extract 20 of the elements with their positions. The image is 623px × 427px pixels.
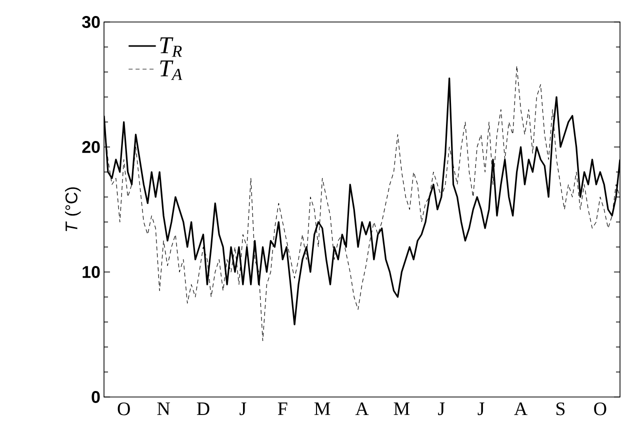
x-tick-label: N <box>157 402 170 415</box>
x-tick-label: A <box>514 402 528 416</box>
y-tick-label: 0 <box>92 391 100 403</box>
legend-label: T$_{R}$ <box>160 37 182 57</box>
y-tick-label: 10 <box>82 266 100 278</box>
y-tick-label: 20 <box>82 141 100 153</box>
x-tick-label: M <box>394 402 410 415</box>
x-tick-label: O <box>594 402 606 416</box>
x-tick-label: O <box>118 402 130 416</box>
y-axis-title: T (°C) <box>65 187 81 232</box>
x-tick-label: A <box>355 402 369 416</box>
x-tick-label: J <box>240 402 246 416</box>
x-tick-label: J <box>438 402 445 416</box>
x-tick-label: D <box>196 402 210 415</box>
x-tick-label: F <box>278 402 288 415</box>
y-tick-label: 30 <box>82 16 100 28</box>
legend-label: T$_{A}$ <box>160 60 182 80</box>
x-tick-label: S <box>556 402 565 416</box>
x-tick-label: J <box>478 402 484 416</box>
x-tick-label: M <box>314 402 330 415</box>
